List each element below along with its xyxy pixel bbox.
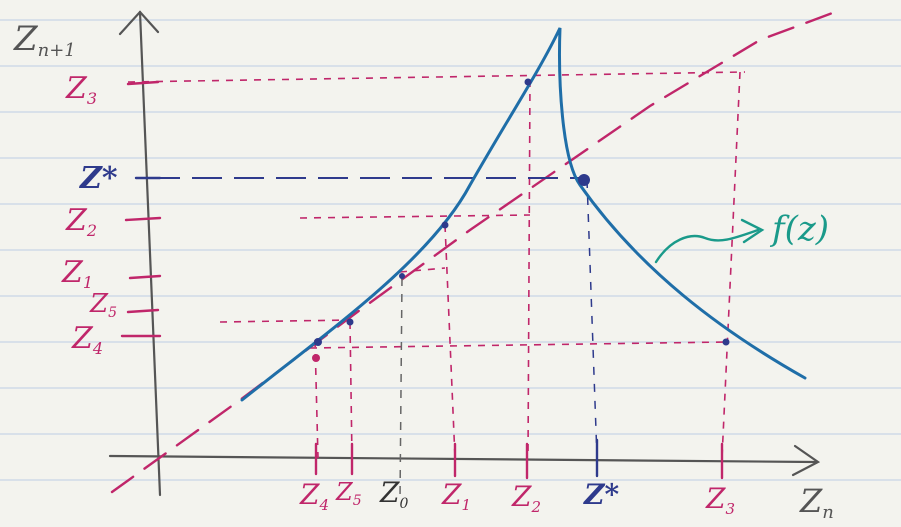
x-axis-label: Zn [799,482,834,523]
point-diag [312,354,320,362]
y-ticks [120,80,162,338]
y-tick-z3 [126,80,160,86]
x-label-z0: Z0 [379,476,408,512]
z5-vertical [349,321,353,459]
x-label-z3: Z3 [705,482,735,518]
y-label-z4: Z4 [71,321,103,358]
point-z5 [346,318,354,326]
axes [108,10,821,497]
y-label-z2: Z2 [65,203,97,240]
y-axis-label: Zn+1 [13,19,76,61]
y-tick-z1 [128,274,162,280]
x-axis [108,454,817,464]
iteration-points [312,78,730,362]
point-z2 [524,78,532,86]
z2-horizontal [299,214,531,219]
x-ticks [314,438,724,480]
x-axis-arrow [791,444,821,477]
z1-horizontal [399,267,446,273]
x-label-z2: Z2 [511,480,541,516]
z5-horizontal [219,319,353,323]
point-z1 [441,221,449,229]
notebook-rules [0,19,901,481]
annotation-arrow-head [740,218,765,244]
x-tick-labels: Z4 Z5 Z0 Z1 Z2 Z* Z3 [299,476,735,518]
z1-vertical [444,224,456,459]
x-label-z1: Z1 [441,478,471,514]
y-label-z5: Z5 [89,289,117,321]
point-z0 [399,273,405,279]
y-axis [138,10,162,497]
x-label-z4: Z4 [299,478,329,514]
y-label-z3: Z3 [65,71,97,108]
z3-horizontal [127,71,746,83]
point-z4 [314,338,322,346]
y-tick-z2 [124,216,162,222]
x-label-zstar: Z* [583,478,619,511]
z4-horizontal [309,341,727,349]
point-z3 [722,338,730,346]
y-tick-z5 [126,308,160,314]
cobweb-iterations [127,71,746,459]
diagonal-line [110,10,837,494]
z0-vertical [399,277,403,501]
y-label-zstar: Z* [79,161,118,196]
y-tick-labels: Z3 Z* Z2 Z1 Z5 Z4 [61,71,118,358]
fixed-point [578,174,590,186]
function-annotation: f(z) [654,209,829,264]
zstar-vertical [586,179,598,459]
y-label-z1: Z1 [61,255,93,292]
function-curve [240,27,807,402]
y-axis-arrow [118,10,160,36]
z3-vertical [721,71,741,459]
x-label-z5: Z5 [335,478,362,509]
function-label: f(z) [769,209,829,249]
z3-to-curve [527,79,531,459]
annotation-arrow [654,228,760,264]
